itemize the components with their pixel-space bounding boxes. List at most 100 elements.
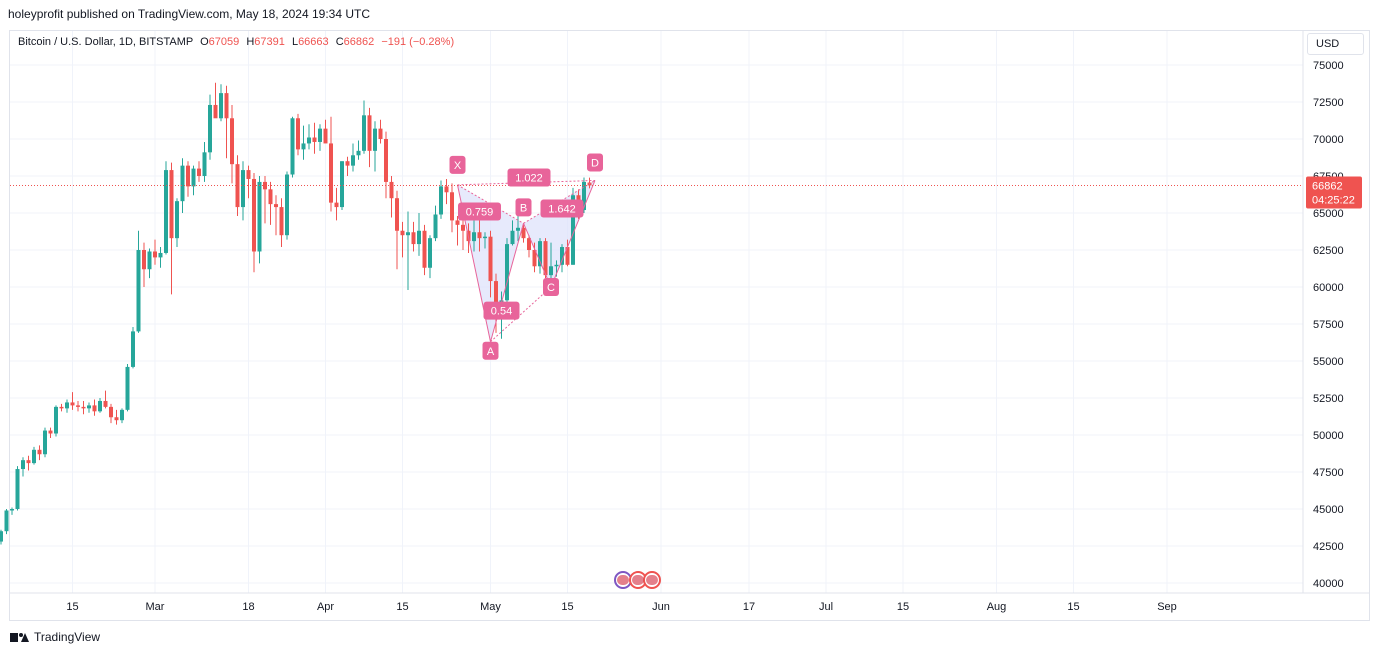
candle-body <box>290 118 295 175</box>
price-badge: 66862 04:25:22 <box>1306 176 1362 209</box>
candle-body <box>395 198 399 231</box>
candle-body <box>109 406 113 418</box>
candle-body <box>131 331 135 367</box>
candle-body <box>285 174 289 236</box>
time-tick-label: 15 <box>561 601 573 613</box>
time-tick-label: Jul <box>819 601 833 613</box>
candle-body <box>197 168 201 176</box>
high-value: 67391 <box>254 36 285 48</box>
candle-body <box>4 510 9 532</box>
pattern-leg-bc <box>523 223 552 288</box>
candle-body <box>252 178 256 252</box>
price-tick-label: 75000 <box>1313 60 1344 72</box>
footer: TradingView <box>10 630 100 644</box>
candle-body <box>312 137 317 142</box>
candle-body <box>538 241 542 267</box>
candle-body <box>367 115 372 151</box>
price-tick-label: 55000 <box>1313 356 1344 368</box>
candle-body <box>59 406 64 409</box>
candle-body <box>257 181 262 252</box>
pattern-leg-cd <box>550 180 596 288</box>
time-tick-label: 15 <box>1067 601 1079 613</box>
candle-body <box>565 247 570 265</box>
candles <box>0 82 592 545</box>
time-tick-label: Mar <box>146 601 165 613</box>
candle-body <box>384 139 388 182</box>
candle-body <box>488 236 493 282</box>
candle-body <box>219 93 223 119</box>
candle-body <box>98 400 102 412</box>
candle-body <box>43 430 47 455</box>
candle-body <box>334 202 339 208</box>
candle-body <box>510 230 515 245</box>
currency-button[interactable]: USD <box>1307 33 1364 55</box>
high-label: H <box>246 36 255 48</box>
candle-body <box>114 417 119 421</box>
pattern-ratio-xb <box>457 184 524 224</box>
price-tick-label: 72500 <box>1313 97 1344 109</box>
price-tick-label: 42500 <box>1313 541 1344 553</box>
pattern-point-label: C <box>547 282 555 294</box>
candle-body <box>120 409 124 421</box>
candle-body <box>32 449 36 464</box>
candle-body <box>549 266 553 276</box>
candle-body <box>54 406 58 434</box>
open-label: O <box>200 36 209 48</box>
candle-body <box>175 201 179 239</box>
candle-body <box>450 192 454 221</box>
pattern-ratio-label: 1.022 <box>515 172 543 184</box>
candle-body <box>136 250 141 332</box>
pattern-ratio-label: 0.54 <box>491 306 512 318</box>
change-value: −191 (−0.28%) <box>381 36 455 48</box>
candle-body <box>400 230 405 236</box>
low-value: 66663 <box>298 36 329 48</box>
price-tick-label: 50000 <box>1313 430 1344 442</box>
close-value: 66862 <box>343 36 375 48</box>
candle-body <box>87 405 91 409</box>
candle-body <box>345 161 350 166</box>
candle-body <box>411 232 416 245</box>
candle-body <box>422 230 427 268</box>
candle-body <box>428 238 432 268</box>
candle-body <box>527 238 531 250</box>
candle-body <box>356 150 361 156</box>
candle-body <box>444 186 449 193</box>
pattern-leg-ab <box>490 223 524 342</box>
candle-body <box>389 181 394 199</box>
close-label: C <box>335 36 344 48</box>
candle-body <box>147 251 152 270</box>
candle-body <box>274 204 278 208</box>
pattern-point-badge <box>587 153 603 172</box>
price-tick-label: 40000 <box>1313 578 1344 590</box>
candle-body <box>582 181 586 211</box>
pattern-point-label: D <box>591 157 599 169</box>
price-tick-label: 47500 <box>1313 467 1344 479</box>
pattern-point-badge <box>543 278 559 296</box>
pattern-labels: X A B C D 0.759 1.022 1.642 0.54 <box>449 153 603 360</box>
candle-body <box>230 118 234 165</box>
candle-body <box>351 155 355 166</box>
time-tick-label: Aug <box>987 601 1007 613</box>
price-tick-label: 45000 <box>1313 504 1344 516</box>
candle-body <box>21 460 25 470</box>
candle-body <box>26 460 31 464</box>
candle-body <box>323 128 328 144</box>
pattern-point-badge <box>449 155 466 174</box>
candle-body <box>472 232 476 242</box>
event-flags[interactable] <box>614 571 661 589</box>
pattern-ratio-ac <box>490 286 552 343</box>
candle-body <box>554 264 559 267</box>
chart-frame[interactable] <box>9 30 1370 621</box>
price-tick-label: 70000 <box>1313 134 1344 146</box>
candle-body <box>362 115 366 151</box>
pattern-point-badge <box>482 341 499 360</box>
candle-body <box>516 227 520 231</box>
candle-body <box>164 170 168 253</box>
price-tick-label: 62500 <box>1313 245 1344 257</box>
symbol-legend: Bitcoin / U.S. Dollar, 1D, BITSTAMP O670… <box>18 36 454 48</box>
pattern-ratio-badge <box>540 199 584 218</box>
pattern-ratio-badge <box>507 168 551 187</box>
price-badge-countdown: 04:25:22 <box>1312 194 1355 206</box>
candle-body <box>235 164 240 208</box>
